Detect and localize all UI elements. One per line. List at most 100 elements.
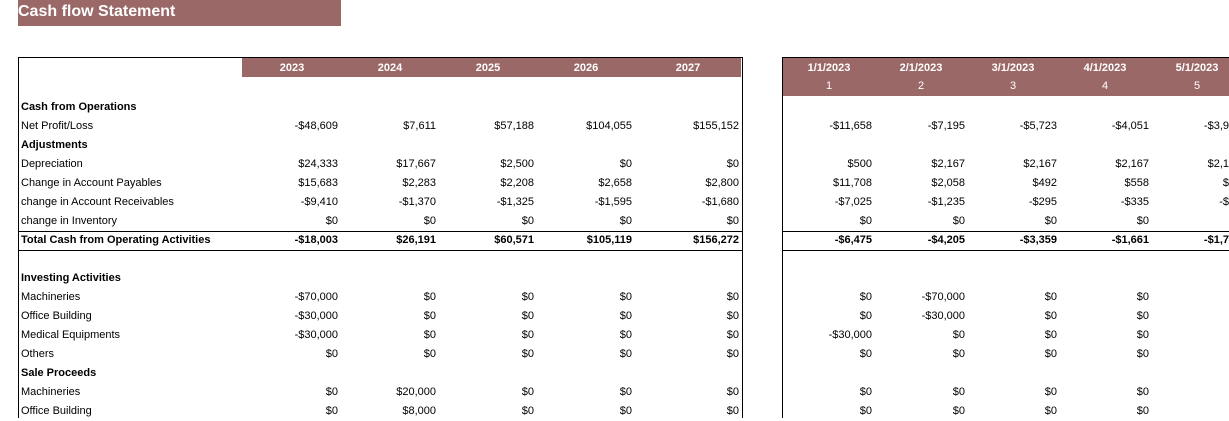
row-label: Office Building [21, 405, 92, 417]
cell: $0 [726, 348, 739, 360]
cell: $0 [952, 405, 965, 417]
cell: $0 [952, 386, 965, 398]
cell: -$ [1219, 196, 1229, 208]
cell: $2,167 [1115, 158, 1149, 170]
cell: -$70,000 [921, 291, 965, 303]
cell: $0 [1044, 329, 1057, 341]
cell: $0 [726, 310, 739, 322]
cell: -$18,003 [294, 234, 338, 246]
cell: $8,000 [402, 405, 436, 417]
cell: $0 [619, 329, 632, 341]
cell: $0 [619, 158, 632, 170]
cell: $0 [619, 310, 632, 322]
cell: $0 [619, 405, 632, 417]
row-label: change in Inventory [21, 215, 118, 227]
row-label: Depreciation [21, 158, 83, 170]
cell: $26,191 [396, 234, 436, 246]
cell: $0 [1136, 291, 1149, 303]
cell: $0 [952, 215, 965, 227]
cell: $2,500 [500, 158, 534, 170]
row-label: Machineries [21, 291, 81, 303]
cell: -$3,359 [1019, 234, 1057, 246]
column-header: 2025 [475, 62, 501, 74]
row-label: Medical Equipments [21, 329, 121, 341]
cell: $492 [1032, 177, 1057, 189]
row-label: Others [21, 348, 55, 360]
cell: -$5,723 [1019, 120, 1057, 132]
left-header-band [242, 58, 741, 77]
cell: $0 [859, 310, 872, 322]
cell: $155,152 [693, 120, 739, 132]
cell: $0 [521, 329, 534, 341]
cell: $0 [423, 291, 436, 303]
column-period: 3 [1009, 80, 1017, 92]
row-label: change in Account Receivables [21, 196, 174, 208]
cell: $0 [1136, 348, 1149, 360]
cell: $2,058 [931, 177, 965, 189]
cell: $2,658 [598, 177, 632, 189]
cell: -$1,7 [1203, 234, 1229, 246]
column-period: 5 [1193, 80, 1201, 92]
column-date: 1/1/2023 [807, 62, 851, 74]
cell: $0 [859, 291, 872, 303]
cell: $0 [1136, 386, 1149, 398]
cell: $0 [1044, 291, 1057, 303]
cell: $0 [423, 329, 436, 341]
cell: $500 [847, 158, 872, 170]
title: Cash flow Statement [18, 3, 176, 20]
cell: -$30,000 [921, 310, 965, 322]
cell: $0 [619, 215, 632, 227]
cell: $0 [325, 405, 338, 417]
cell: $0 [952, 348, 965, 360]
cell: -$11,658 [829, 120, 872, 132]
cell: $0 [859, 348, 872, 360]
cell: -$4,205 [927, 234, 965, 246]
cell: -$3,9 [1203, 120, 1229, 132]
cell: $ [1222, 177, 1229, 189]
cell: $2,800 [705, 177, 739, 189]
cell: $11,708 [833, 177, 872, 189]
cell: -$70,000 [294, 291, 338, 303]
cell: $0 [521, 348, 534, 360]
row-label: Investing Activities [21, 272, 121, 284]
column-header: 2024 [377, 62, 403, 74]
cell: $2,283 [402, 177, 436, 189]
cell: $0 [619, 291, 632, 303]
cell: $15,683 [298, 177, 338, 189]
cell: -$30,000 [294, 329, 338, 341]
cell: $558 [1124, 177, 1149, 189]
cell: $0 [521, 386, 534, 398]
right-header-band [783, 58, 1229, 96]
cell: $0 [1044, 215, 1057, 227]
cell: $0 [952, 329, 965, 341]
cell: $57,188 [494, 120, 534, 132]
cell: $0 [521, 215, 534, 227]
cell: $0 [1136, 329, 1149, 341]
row-label: Net Profit/Loss [21, 120, 94, 132]
cell: $0 [619, 386, 632, 398]
cell: $0 [423, 215, 436, 227]
column-period: 1 [825, 80, 833, 92]
cell: -$1,680 [701, 196, 739, 208]
cell: $60,571 [494, 234, 534, 246]
row-rule [782, 231, 1229, 232]
cell: $20,000 [396, 386, 436, 398]
column-header: 2027 [675, 62, 701, 74]
row-rule [18, 231, 742, 232]
row-label: Change in Account Payables [21, 177, 162, 189]
cell: -$30,000 [294, 310, 338, 322]
cell: -$4,051 [1111, 120, 1149, 132]
cell: -$295 [1028, 196, 1057, 208]
row-label: Adjustments [21, 139, 88, 151]
row-label: Sale Proceeds [21, 367, 97, 379]
row-label: Cash from Operations [21, 101, 137, 113]
row-rule [18, 250, 742, 251]
cell: -$6,475 [834, 234, 872, 246]
cell: $0 [423, 310, 436, 322]
cell: $0 [1136, 215, 1149, 227]
column-date: 2/1/2023 [899, 62, 943, 74]
cell: $2,167 [931, 158, 965, 170]
column-period: 2 [917, 80, 925, 92]
cell: $0 [726, 405, 739, 417]
